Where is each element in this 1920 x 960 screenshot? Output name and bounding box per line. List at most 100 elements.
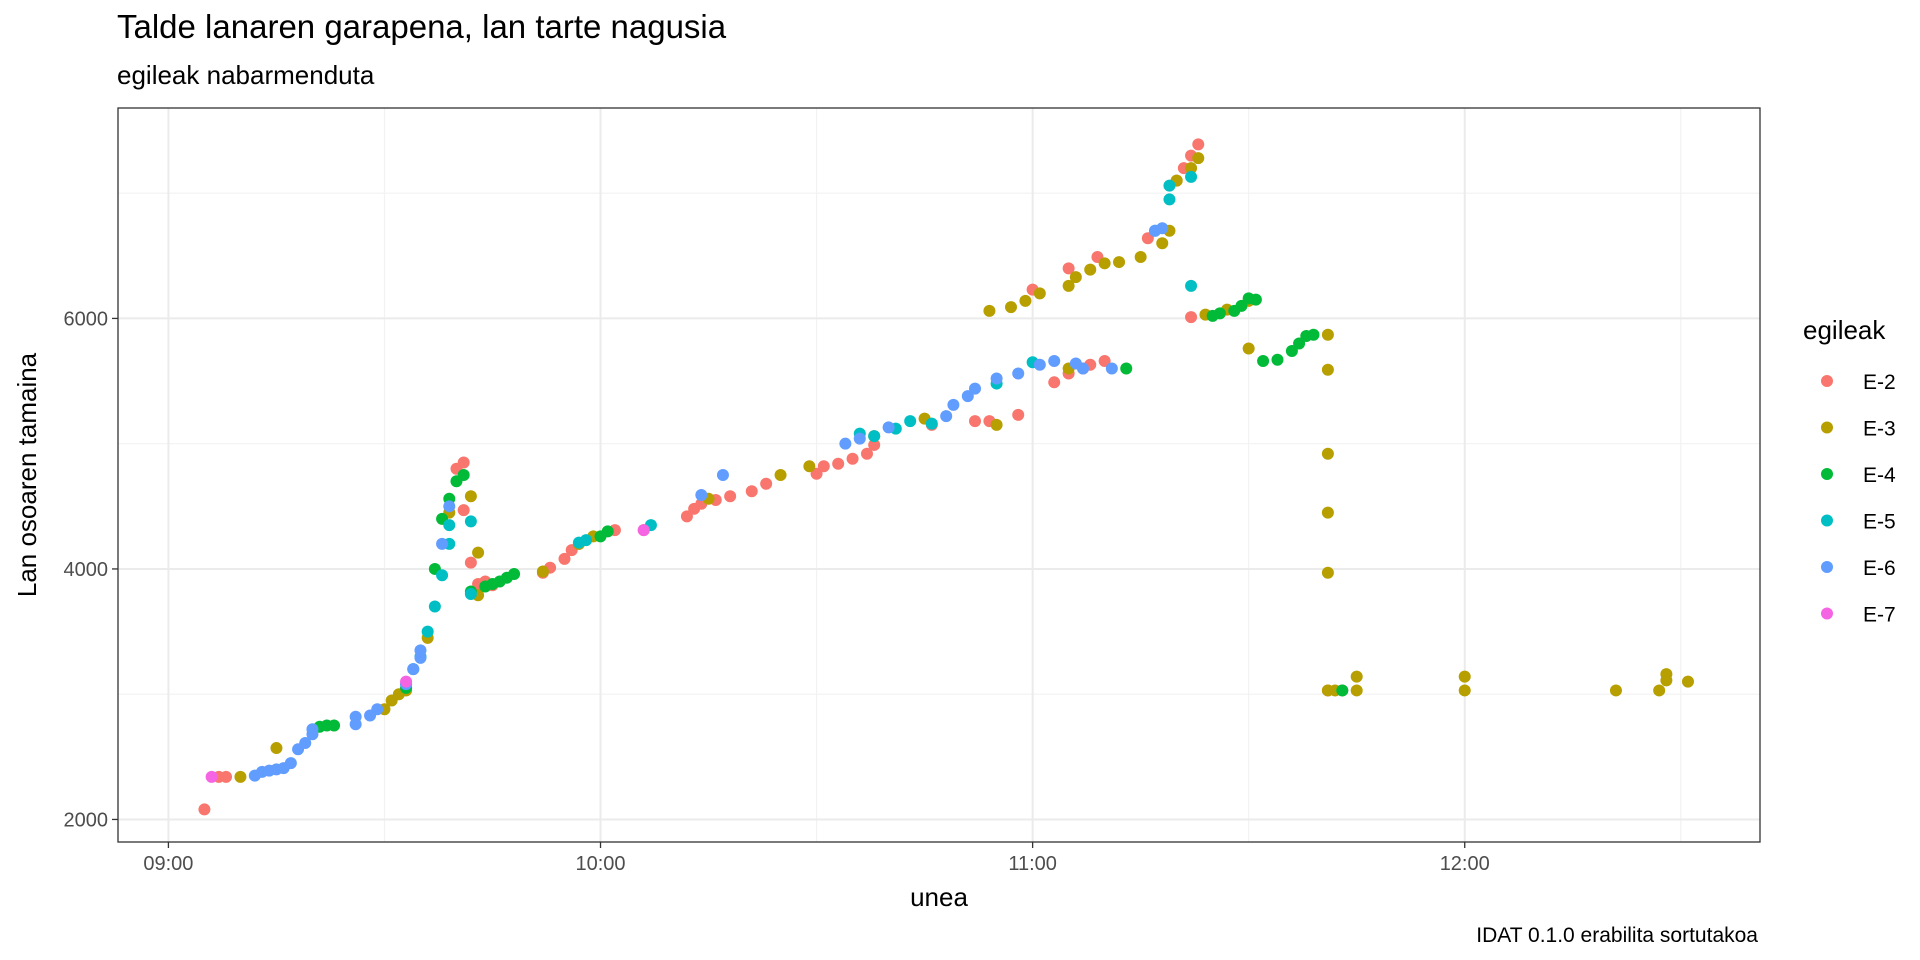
data-point-e-6 <box>853 432 866 445</box>
data-point-e-4 <box>1235 299 1248 312</box>
data-point-e-5 <box>868 430 881 443</box>
legend-label-e-7: E-7 <box>1863 604 1896 627</box>
data-point-e-4 <box>328 719 341 732</box>
data-point-e-4 <box>1271 353 1284 366</box>
data-point-e-3 <box>472 546 485 559</box>
data-point-e-3 <box>536 565 549 578</box>
data-point-e-3 <box>1653 684 1666 697</box>
data-point-e-6 <box>947 398 960 411</box>
data-point-e-2 <box>817 460 830 473</box>
data-point-e-5 <box>464 587 477 600</box>
data-point-e-5 <box>436 569 449 582</box>
data-point-e-3 <box>1098 257 1111 270</box>
data-point-e-2 <box>745 485 758 498</box>
x-tick-label: 10:00 <box>575 853 625 875</box>
data-point-e-6 <box>306 723 319 736</box>
data-point-e-6 <box>839 437 852 450</box>
data-point-e-5 <box>443 519 456 532</box>
legend-key-e-4 <box>1821 468 1833 480</box>
chart-subtitle: egileak nabarmenduta <box>117 60 375 90</box>
data-point-e-2 <box>558 552 571 565</box>
y-tick-label: 6000 <box>64 308 109 330</box>
data-point-e-3 <box>1062 279 1075 292</box>
data-point-e-3 <box>1113 256 1126 269</box>
data-point-e-4 <box>601 525 614 538</box>
data-point-e-5 <box>925 417 938 430</box>
data-point-e-3 <box>1019 294 1032 307</box>
data-point-e-6 <box>371 703 384 716</box>
data-point-e-6 <box>990 372 1003 385</box>
data-point-e-3 <box>1458 670 1471 683</box>
legend-label-e-3: E-3 <box>1863 418 1896 441</box>
data-point-e-3 <box>1350 670 1363 683</box>
data-point-e-2 <box>457 504 470 517</box>
legend-label-e-2: E-2 <box>1863 371 1896 394</box>
data-point-e-5 <box>421 625 434 638</box>
legend-label-e-6: E-6 <box>1863 557 1896 580</box>
data-point-e-3 <box>1321 363 1334 376</box>
data-point-e-6 <box>1077 362 1090 375</box>
data-point-e-3 <box>464 490 477 503</box>
grid-lines <box>118 108 1760 842</box>
data-point-e-4 <box>1293 337 1306 350</box>
data-point-e-2 <box>1062 262 1075 275</box>
data-point-e-3 <box>1005 301 1018 314</box>
legend-label-e-4: E-4 <box>1863 464 1896 487</box>
data-point-e-2 <box>724 490 737 503</box>
data-point-e-3 <box>1458 684 1471 697</box>
x-axis-title: unea <box>910 882 968 912</box>
data-point-e-4 <box>1120 362 1133 375</box>
y-axis: 2000 4000 6000 <box>64 308 118 831</box>
data-point-e-2 <box>198 803 211 816</box>
data-point-e-4 <box>1213 307 1226 320</box>
legend-key-e-3 <box>1821 421 1833 434</box>
data-points <box>198 138 1694 816</box>
data-point-e-7 <box>205 770 218 783</box>
data-point-e-3 <box>1185 162 1198 175</box>
data-point-e-6 <box>961 390 974 403</box>
data-point-e-3 <box>1084 263 1097 276</box>
data-point-e-2 <box>464 556 477 569</box>
data-point-e-3 <box>1134 251 1147 264</box>
data-point-e-2 <box>680 510 693 523</box>
data-point-e-5 <box>1185 170 1198 183</box>
data-point-e-3 <box>803 460 816 473</box>
data-point-e-3 <box>1242 342 1255 355</box>
data-point-e-3 <box>234 770 247 783</box>
data-point-e-2 <box>760 477 773 490</box>
chart-caption: IDAT 0.1.0 erabilita sortutakoa <box>1476 924 1758 947</box>
data-point-e-3 <box>1192 152 1205 165</box>
data-point-e-2 <box>1012 408 1025 421</box>
data-point-e-4 <box>1307 328 1320 341</box>
data-point-e-6 <box>414 644 427 657</box>
data-point-e-3 <box>1069 271 1082 284</box>
data-point-e-6 <box>1048 355 1061 368</box>
data-point-e-3 <box>1156 237 1169 250</box>
data-point-e-2 <box>1192 138 1205 151</box>
data-point-e-7 <box>400 675 413 688</box>
data-point-e-2 <box>860 447 873 460</box>
data-point-e-2 <box>868 438 881 451</box>
data-point-e-2 <box>1185 311 1198 324</box>
data-point-e-3 <box>270 742 283 755</box>
legend-title: egileak <box>1803 315 1886 345</box>
data-point-e-2 <box>846 452 859 465</box>
data-point-e-5 <box>1163 179 1176 192</box>
data-point-e-6 <box>695 489 708 502</box>
data-point-e-4 <box>508 567 521 580</box>
legend-key-e-5 <box>1821 514 1833 527</box>
data-point-e-4 <box>1257 355 1270 368</box>
data-point-e-3 <box>1350 684 1363 697</box>
data-point-e-4 <box>1249 293 1262 306</box>
data-point-e-4 <box>457 469 470 481</box>
data-point-e-3 <box>774 469 787 481</box>
data-point-e-5 <box>1163 193 1176 206</box>
data-point-e-6 <box>436 537 449 550</box>
data-point-e-3 <box>990 418 1003 431</box>
data-point-e-3 <box>1609 684 1622 697</box>
data-point-e-3 <box>1321 328 1334 341</box>
data-point-e-5 <box>464 515 477 528</box>
data-point-e-6 <box>407 663 420 676</box>
data-point-e-7 <box>637 524 650 537</box>
